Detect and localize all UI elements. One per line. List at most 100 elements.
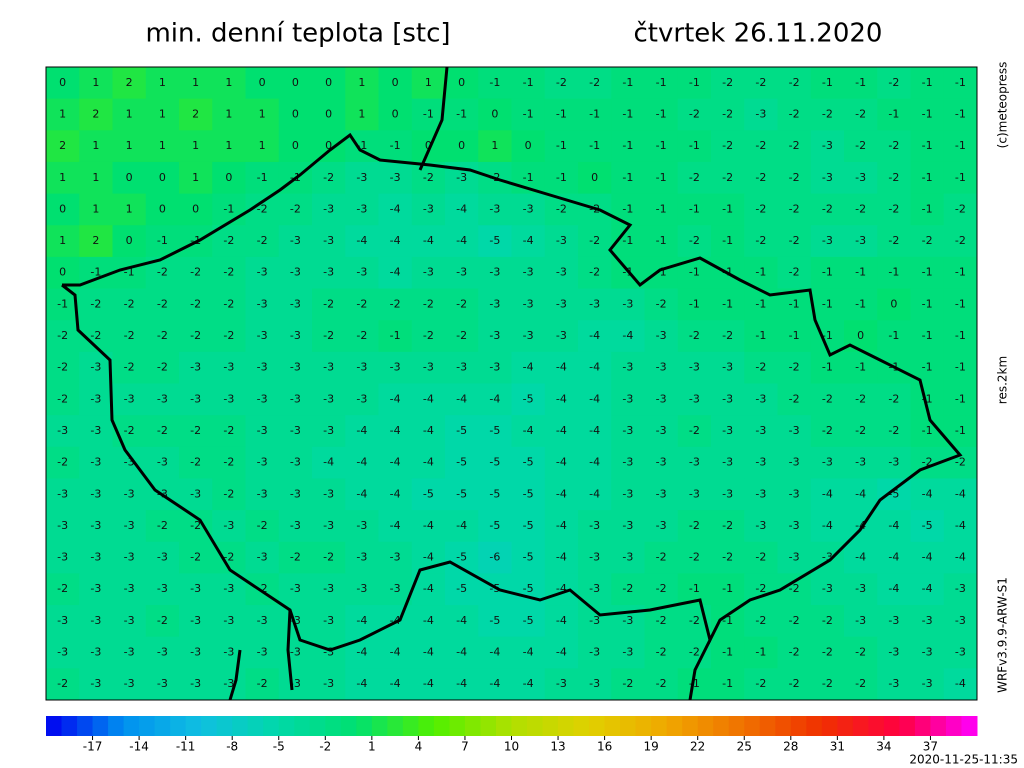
field-value: -3 xyxy=(589,614,600,627)
field-value: -3 xyxy=(390,171,401,184)
field-value: -5 xyxy=(456,582,467,595)
field-cell xyxy=(777,383,812,416)
field-cell xyxy=(644,225,679,258)
colorbar-segment xyxy=(620,716,637,736)
field-value: -4 xyxy=(855,551,866,564)
field-cell xyxy=(943,130,978,163)
field-value: -4 xyxy=(622,329,633,342)
colorbar-tick-label: -8 xyxy=(226,740,238,754)
field-cell xyxy=(278,668,313,701)
field-cell xyxy=(943,605,978,638)
field-value: -2 xyxy=(57,392,68,405)
field-value: -2 xyxy=(423,297,434,310)
field-cell xyxy=(910,636,945,669)
field-value: -3 xyxy=(822,234,833,247)
field-value: 1 xyxy=(259,139,266,152)
map-title: min. denní teplota [stc] xyxy=(145,19,450,49)
field-value: -2 xyxy=(257,202,268,215)
field-value: -2 xyxy=(157,614,168,627)
field-value: 1 xyxy=(225,139,232,152)
field-value: -4 xyxy=(390,234,401,247)
field-value: -2 xyxy=(789,171,800,184)
field-value: 2 xyxy=(192,107,199,120)
field-value: -3 xyxy=(190,646,201,659)
field-cell xyxy=(877,510,911,543)
field-cell xyxy=(378,636,413,669)
field-cell xyxy=(578,320,612,353)
field-value: -3 xyxy=(290,392,301,405)
field-value: -1 xyxy=(755,329,766,342)
field-cell xyxy=(79,288,113,321)
field-cell xyxy=(345,256,379,290)
field-cell xyxy=(79,668,113,701)
field-value: -4 xyxy=(955,487,966,500)
colorbar-segment xyxy=(108,716,125,736)
field-cell xyxy=(445,193,479,226)
field-value: -3 xyxy=(290,582,301,595)
field-value: 0 xyxy=(857,329,864,342)
field-cell xyxy=(212,668,246,701)
field-cell xyxy=(844,225,878,258)
field-value: -2 xyxy=(223,456,234,469)
field-cell xyxy=(278,130,313,163)
field-cell xyxy=(844,161,878,195)
field-cell xyxy=(578,130,612,163)
field-cell xyxy=(544,415,579,448)
field-value: -3 xyxy=(124,456,135,469)
field-value: -2 xyxy=(57,361,68,374)
field-cell xyxy=(445,510,479,543)
field-value: -2 xyxy=(57,582,68,595)
field-value: -3 xyxy=(556,234,567,247)
field-value: -2 xyxy=(622,677,633,690)
field-cell xyxy=(179,161,213,195)
field-value: 1 xyxy=(59,234,66,247)
field-cell xyxy=(711,351,745,384)
field-cell xyxy=(445,98,479,131)
field-cell xyxy=(511,478,546,511)
colorbar-tick-label: 13 xyxy=(550,740,565,754)
field-value: -3 xyxy=(589,677,600,690)
field-value: -2 xyxy=(955,234,966,247)
field-value: -3 xyxy=(822,456,833,469)
field-cell xyxy=(744,225,778,258)
field-cell xyxy=(445,636,479,669)
field-cell xyxy=(511,130,546,163)
field-value: -3 xyxy=(257,266,268,279)
field-cell xyxy=(411,478,446,511)
colorbar-segment xyxy=(356,716,373,736)
field-value: -3 xyxy=(223,614,234,627)
field-value: -1 xyxy=(955,297,966,310)
field-value: -4 xyxy=(390,677,401,690)
field-cell xyxy=(179,320,213,353)
field-value: 1 xyxy=(92,139,99,152)
field-value: -4 xyxy=(922,551,933,564)
field-cell xyxy=(445,478,479,511)
field-value: -2 xyxy=(955,456,966,469)
field-value: -3 xyxy=(223,519,234,532)
field-cell xyxy=(378,67,413,100)
field-value: -1 xyxy=(888,266,899,279)
field-cell xyxy=(478,193,512,226)
field-value: -1 xyxy=(722,202,733,215)
field-cell xyxy=(245,130,280,163)
field-value: -4 xyxy=(423,234,434,247)
field-cell xyxy=(910,130,945,163)
field-cell xyxy=(644,67,679,100)
field-value: -2 xyxy=(257,582,268,595)
field-value: 1 xyxy=(92,76,99,89)
field-cell xyxy=(46,130,80,163)
field-cell xyxy=(711,320,745,353)
field-value: -4 xyxy=(456,202,467,215)
colorbar-tick-label: 10 xyxy=(504,740,519,754)
field-cell xyxy=(611,320,645,353)
field-cell xyxy=(312,67,346,100)
field-cell xyxy=(112,668,147,701)
colorbar-segment xyxy=(123,716,140,736)
border-line xyxy=(286,609,294,691)
field-cell xyxy=(578,383,612,416)
colorbar-segment xyxy=(263,716,280,736)
field-value: 1 xyxy=(192,171,199,184)
field-value: -4 xyxy=(356,456,367,469)
colorbar-segment xyxy=(852,716,869,736)
field-cell xyxy=(245,161,280,195)
